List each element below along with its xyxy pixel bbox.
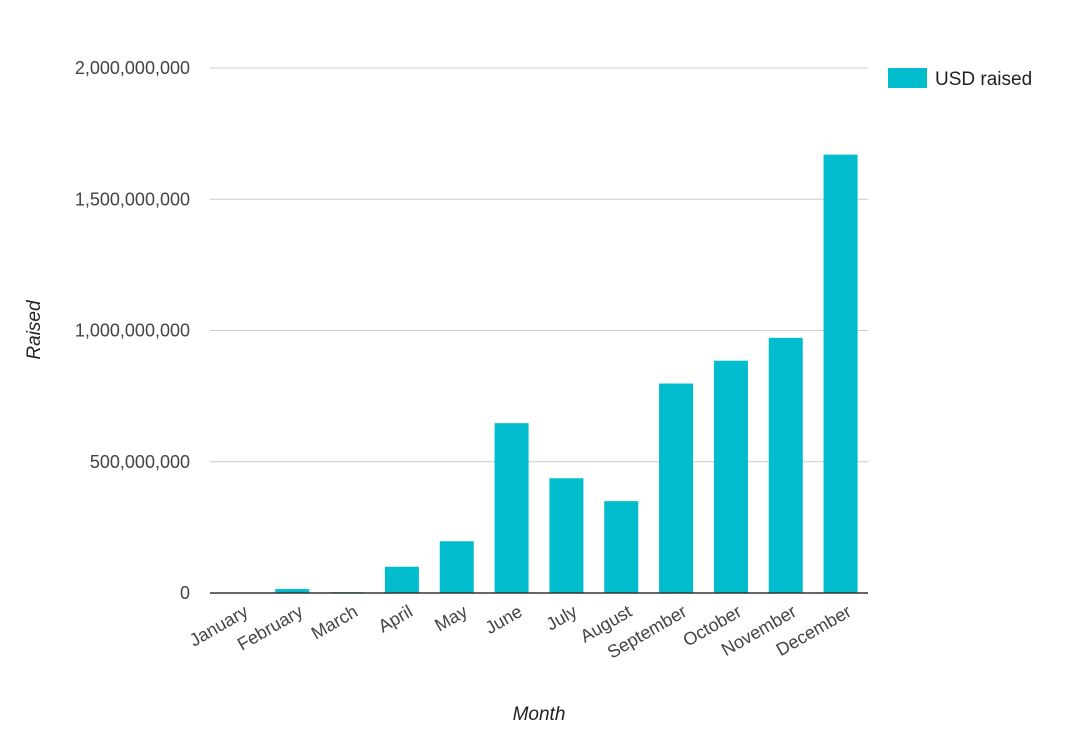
y-tick-label: 0 xyxy=(180,583,190,603)
bar xyxy=(659,383,694,593)
bars xyxy=(275,154,858,593)
legend-label: USD raised xyxy=(935,69,1032,90)
x-tick-label: May xyxy=(431,601,470,635)
x-tick-label: March xyxy=(308,601,361,643)
bar xyxy=(439,541,474,593)
y-axis-title: Raised xyxy=(24,299,45,360)
y-tick-label: 2,000,000,000 xyxy=(75,58,190,78)
bar xyxy=(713,360,748,593)
legend-swatch xyxy=(888,68,927,88)
bar xyxy=(768,337,803,593)
x-tick-label: July xyxy=(543,601,581,634)
y-axis-ticks: 0 500,000,000 1,000,000,000 1,500,000,000 2,… xyxy=(75,58,190,603)
x-tick-label: June xyxy=(482,601,526,638)
bar xyxy=(494,423,529,593)
x-tick-label: April xyxy=(375,601,416,636)
bar xyxy=(604,501,639,593)
y-tick-label: 1,500,000,000 xyxy=(75,189,190,209)
bar xyxy=(823,154,858,593)
y-tick-label: 1,000,000,000 xyxy=(75,321,190,341)
y-tick-label: 500,000,000 xyxy=(90,452,190,472)
bar xyxy=(549,478,584,593)
x-axis-title: Month xyxy=(513,704,566,725)
legend: USD raised xyxy=(888,68,1032,90)
gridlines xyxy=(210,67,868,463)
bar xyxy=(384,566,419,593)
bar xyxy=(275,589,310,593)
